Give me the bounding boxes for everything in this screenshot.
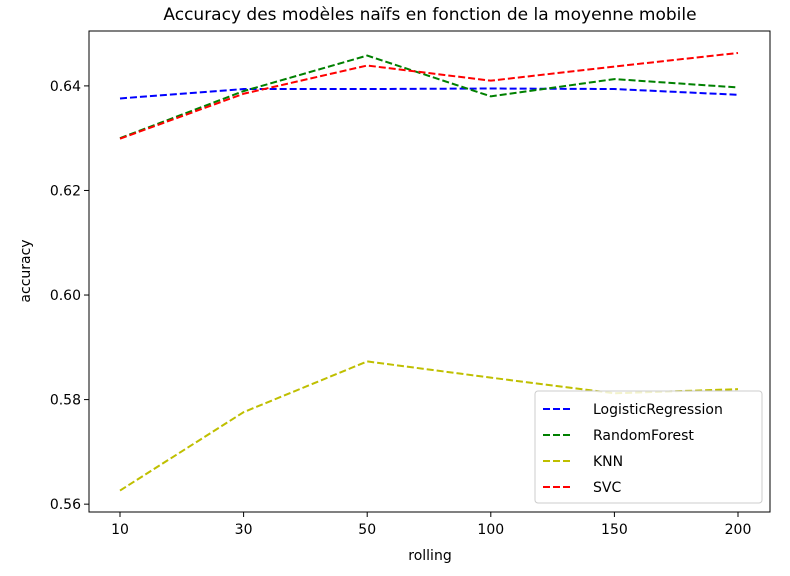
y-axis-label: accuracy [18,239,34,302]
series-line-knn [119,360,739,492]
legend-label-randomforest: RandomForest [593,428,694,444]
y-tick-label: 0.56 [50,497,81,513]
data-point-knn [365,359,369,363]
plot-frame [88,30,771,513]
data-point-svc [118,137,122,141]
legend: LogisticRegression RandomForest KNN SVC [534,390,763,504]
data-point-svc [612,65,616,69]
x-axis-label: rolling [408,548,451,564]
x-tick-label: 50 [358,522,376,538]
data-point-knn [118,489,122,493]
x-tick-label: 150 [601,522,628,538]
data-point-svc [242,92,246,96]
x-tick-label: 30 [235,522,253,538]
plot-layer [118,51,740,493]
data-point-randomforest [365,54,369,58]
legend-box [534,390,763,504]
y-tick-label: 0.58 [50,393,81,409]
legend-label-logisticregression: LogisticRegression [593,402,723,418]
data-point-logisticregression [612,87,616,91]
x-tick-label: 10 [111,522,129,538]
legend-label-knn: KNN [593,454,623,470]
data-point-logisticregression [489,87,493,91]
data-point-svc [365,64,369,68]
y-tick-label: 0.60 [50,288,81,304]
data-point-randomforest [612,77,616,81]
chart-title: Accuracy des modèles naïfs en fonction d… [163,5,696,25]
x-tick-label: 100 [477,522,504,538]
data-point-svc [489,79,493,83]
x-axis-ticks: 10 30 50 100 150 200 [111,512,751,538]
data-point-knn [242,410,246,414]
y-axis-ticks: 0.56 0.58 0.60 0.62 0.64 [50,79,89,513]
series-line-randomforest [119,54,739,140]
x-tick-label: 200 [725,522,752,538]
y-tick-label: 0.64 [50,79,81,95]
data-point-randomforest [489,94,493,98]
y-tick-label: 0.62 [50,183,81,199]
data-point-knn [489,376,493,380]
data-point-svc [736,51,740,55]
data-point-randomforest [736,85,740,89]
data-point-logisticregression [736,93,740,97]
series-line-svc [119,51,739,140]
data-point-logisticregression [365,87,369,91]
data-point-logisticregression [118,96,122,100]
legend-label-svc: SVC [593,480,621,496]
series-line-logisticregression [119,87,739,100]
